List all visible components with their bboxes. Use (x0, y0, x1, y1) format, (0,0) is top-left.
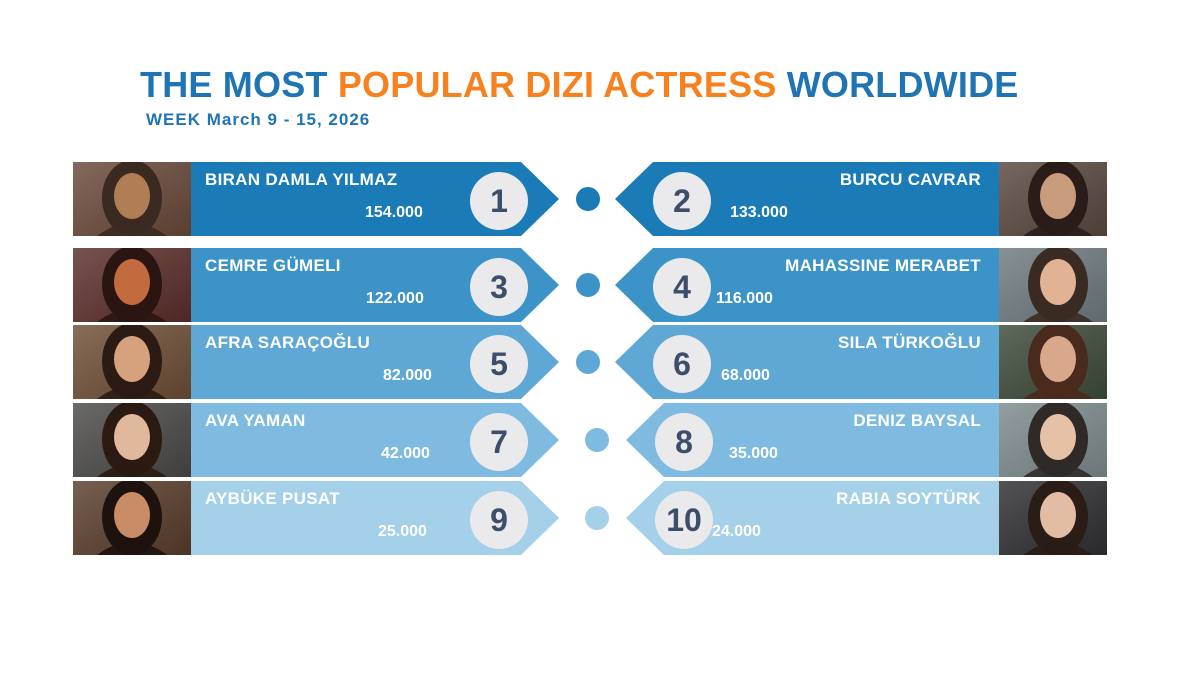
rank-badge: 3 (470, 258, 528, 316)
ranking-row: AYBÜKE PUSAT 25.000 9 10 RABIA SOYTÜRK 24.000 (0, 481, 1200, 555)
ranking-row: AFRA SARAÇOĞLU 82.000 5 6 SILA TÜRKOĞLU 68.00… (0, 325, 1200, 399)
title-part-1: THE MOST (140, 64, 328, 105)
actress-photo (73, 403, 191, 477)
rank-banner: 6 SILA TÜRKOĞLU 68.000 (615, 325, 999, 399)
score-value: 82.000 (383, 367, 432, 384)
center-dot (576, 187, 600, 211)
center-dot (576, 273, 600, 297)
actress-name: BIRAN DAMLA YILMAZ (205, 170, 398, 189)
actress-photo (999, 481, 1107, 555)
rank-banner: AYBÜKE PUSAT 25.000 9 (191, 481, 559, 555)
actress-photo (999, 325, 1107, 399)
actress-name: AYBÜKE PUSAT (205, 489, 340, 508)
center-dot (585, 506, 609, 530)
score-value: 154.000 (365, 204, 423, 221)
actress-photo (73, 162, 191, 236)
rank-banner: 10 RABIA SOYTÜRK 24.000 (626, 481, 999, 555)
actress-name: CEMRE GÜMELI (205, 256, 341, 275)
score-value: 25.000 (378, 523, 427, 540)
actress-photo (999, 248, 1107, 322)
rank-badge: 9 (470, 491, 528, 549)
rank-banner: 2 BURCU CAVRAR 133.000 (615, 162, 999, 236)
rank-banner: 4 MAHASSINE MERABET 116.000 (615, 248, 999, 322)
actress-name: SILA TÜRKOĞLU (837, 333, 981, 352)
ranking-row: AVA YAMAN 42.000 7 8 DENIZ BAYSAL 35.000 (0, 403, 1200, 477)
actress-photo (999, 162, 1107, 236)
rank-badge: 2 (653, 172, 711, 230)
rank-banner: AFRA SARAÇOĞLU 82.000 5 (191, 325, 559, 399)
title-part-2: POPULAR DIZI ACTRESS (337, 64, 777, 105)
actress-name: RABIA SOYTÜRK (836, 489, 981, 508)
actress-photo (73, 481, 191, 555)
center-dot (585, 428, 609, 452)
page-subtitle: WEEK March 9 - 15, 2026 (146, 110, 371, 129)
actress-photo (999, 403, 1107, 477)
score-value: 116.000 (716, 290, 773, 307)
rank-badge: 4 (653, 258, 711, 316)
title-part-3: WORLDWIDE (786, 64, 1019, 105)
rank-badge: 10 (655, 491, 713, 549)
center-dot (576, 350, 600, 374)
rank-badge: 7 (470, 413, 528, 471)
actress-name: AFRA SARAÇOĞLU (205, 333, 371, 352)
actress-name: BURCU CAVRAR (839, 170, 981, 189)
rank-banner: AVA YAMAN 42.000 7 (191, 403, 559, 477)
actress-name: DENIZ BAYSAL (853, 411, 981, 430)
score-value: 24.000 (712, 523, 761, 540)
rank-banner: CEMRE GÜMELI 122.000 3 (191, 248, 559, 322)
rank-badge: 8 (655, 413, 713, 471)
actress-name: MAHASSINE MERABET (785, 256, 981, 275)
page-title: THE MOST POPULAR DIZI ACTRESS WORLDWIDE (140, 64, 1018, 106)
rank-banner: 8 DENIZ BAYSAL 35.000 (626, 403, 999, 477)
actress-photo (73, 325, 191, 399)
actress-photo (73, 248, 191, 322)
ranking-row: CEMRE GÜMELI 122.000 3 4 MAHASSINE MERABET 11… (0, 248, 1200, 322)
actress-name: AVA YAMAN (205, 411, 306, 430)
score-value: 133.000 (730, 204, 788, 221)
score-value: 42.000 (381, 445, 430, 462)
ranking-row: BIRAN DAMLA YILMAZ 154.000 1 2 BURCU CAVRAR 1… (0, 162, 1200, 236)
rank-badge: 1 (470, 172, 528, 230)
score-value: 35.000 (729, 445, 778, 462)
rank-banner: BIRAN DAMLA YILMAZ 154.000 1 (191, 162, 559, 236)
rank-badge: 5 (470, 335, 528, 393)
score-value: 68.000 (721, 367, 770, 384)
score-value: 122.000 (366, 290, 424, 307)
rank-badge: 6 (653, 335, 711, 393)
